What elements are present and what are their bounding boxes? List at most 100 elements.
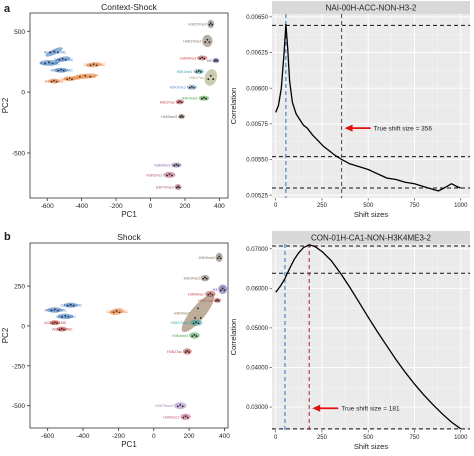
x-tick-label: 0 bbox=[274, 203, 278, 209]
x-tick-label: 400 bbox=[214, 203, 225, 210]
sample-point bbox=[186, 349, 189, 352]
y-tick-label: -250 bbox=[12, 363, 25, 370]
sample-point bbox=[68, 77, 71, 80]
y-tick-label: 500 bbox=[14, 29, 25, 36]
x-tick-label: -400 bbox=[75, 203, 88, 210]
y-tick-label: 0.00525 bbox=[246, 193, 268, 199]
sample-point bbox=[57, 309, 59, 312]
sample-point bbox=[64, 314, 67, 317]
cluster-ellipse bbox=[181, 294, 215, 333]
cluster-ellipse bbox=[218, 284, 228, 295]
chart-correlation-nai-00h: NAI-00H-ACC-NON-H3-2 Shift sizes Correlati… bbox=[229, 1, 470, 219]
sample-point bbox=[181, 405, 184, 408]
sample-point bbox=[182, 416, 185, 419]
sample-point bbox=[197, 70, 200, 72]
sample-point bbox=[95, 64, 98, 67]
x-tick-label: 0 bbox=[149, 203, 153, 210]
sample-point bbox=[202, 277, 205, 280]
sample-point bbox=[55, 80, 58, 83]
sample-point bbox=[180, 101, 183, 104]
cluster-label: CA1-01H-MC bbox=[107, 310, 129, 314]
sample-point bbox=[115, 310, 118, 312]
sample-point bbox=[202, 96, 205, 99]
cluster-label: H3K27me3 bbox=[171, 321, 189, 325]
sample-point bbox=[204, 41, 207, 44]
sample-point bbox=[58, 328, 61, 331]
sample-point bbox=[60, 68, 62, 71]
sample-point bbox=[179, 116, 182, 118]
sample-point bbox=[195, 335, 198, 338]
cluster-label: CA1-01H-MC bbox=[84, 63, 106, 67]
cluster-label: H3K79me3 bbox=[156, 186, 174, 190]
cluster-label: CA1-4H-MC bbox=[77, 75, 97, 79]
chart-title: NAI-00H-ACC-NON-H3-2 bbox=[326, 4, 417, 13]
y-tick-label: 0 bbox=[21, 323, 25, 330]
sample-point bbox=[50, 80, 53, 83]
sample-point bbox=[92, 63, 95, 66]
sample-point bbox=[184, 351, 187, 353]
sample-point bbox=[53, 308, 56, 311]
sample-point bbox=[219, 257, 222, 260]
sample-point bbox=[118, 311, 121, 314]
sample-point bbox=[223, 289, 226, 292]
sample-point bbox=[204, 276, 206, 279]
cluster-label: ACC-01H-MC bbox=[44, 308, 67, 312]
sample-point bbox=[175, 186, 178, 189]
sample-point bbox=[208, 23, 211, 26]
y-tick-label: 0 bbox=[21, 90, 25, 97]
cluster-label: CA1-4H-MC bbox=[54, 58, 74, 62]
sample-point bbox=[178, 100, 181, 103]
x-tick-label: 400 bbox=[219, 433, 230, 440]
sample-point bbox=[176, 405, 179, 408]
sample-point bbox=[181, 116, 184, 118]
cluster-label: H3K9me3 bbox=[163, 415, 179, 419]
correlation-line bbox=[275, 23, 461, 192]
panel-label-b: b bbox=[4, 231, 11, 243]
sample-point bbox=[53, 79, 56, 82]
sample-point bbox=[55, 322, 58, 325]
sample-point bbox=[193, 333, 196, 336]
cluster-label: CA1-4H-MC bbox=[60, 77, 80, 81]
chart-title: CON-01H-CA1-NON-H3K4ME3-2 bbox=[311, 234, 432, 243]
y-tick-label: 0.07000 bbox=[246, 247, 268, 253]
cluster-ellipse bbox=[202, 34, 213, 48]
sample-point bbox=[64, 58, 67, 61]
correlation-line bbox=[275, 244, 462, 430]
sample-point bbox=[180, 115, 183, 117]
sample-point bbox=[89, 75, 92, 78]
cluster-label: H3K79me3 bbox=[155, 404, 173, 408]
sample-point bbox=[44, 62, 47, 65]
sample-point bbox=[218, 255, 221, 258]
x-tick-label: 250 bbox=[317, 203, 328, 209]
y-tick-label: 0.00650 bbox=[246, 15, 268, 21]
cluster-label: H3K27ac bbox=[167, 350, 182, 354]
cluster-label: H3K4me3 bbox=[174, 312, 190, 316]
x-axis-label: Shift sizes bbox=[354, 442, 388, 451]
sample-point bbox=[213, 60, 216, 62]
cluster-label: H3K9me3 bbox=[199, 256, 215, 260]
sample-point bbox=[178, 186, 181, 189]
x-tick-label: -400 bbox=[77, 433, 90, 440]
sample-point bbox=[179, 404, 182, 406]
cluster-label: H3K4me1 bbox=[182, 97, 198, 101]
sample-point bbox=[199, 71, 202, 73]
annotation-text: True shift size = 356 bbox=[374, 125, 433, 132]
cluster-label: ACC-01H-MC bbox=[44, 321, 67, 325]
cluster-label: CA1-4H-MC bbox=[56, 315, 76, 319]
y-tick-label: 0.04000 bbox=[246, 366, 268, 372]
cluster-label: ACC-01H-MC bbox=[44, 50, 67, 54]
y-tick-label: 0.00575 bbox=[246, 122, 268, 128]
panel-label-a: a bbox=[4, 3, 11, 15]
x-axis-label: PC1 bbox=[121, 210, 137, 219]
cluster-label: ACC-4H-MC bbox=[52, 328, 73, 332]
sample-point bbox=[168, 173, 171, 176]
x-tick-label: 750 bbox=[409, 435, 420, 441]
cluster-label: H3K4me3 bbox=[172, 334, 188, 338]
cluster-label: H3K9me3 bbox=[146, 173, 162, 177]
cluster-label: H3K9me3 bbox=[184, 277, 200, 281]
sample-point bbox=[190, 85, 193, 88]
sample-point bbox=[205, 277, 208, 280]
sample-point bbox=[215, 300, 217, 302]
cluster-label: H3 bbox=[213, 288, 218, 292]
sample-point bbox=[49, 51, 52, 54]
